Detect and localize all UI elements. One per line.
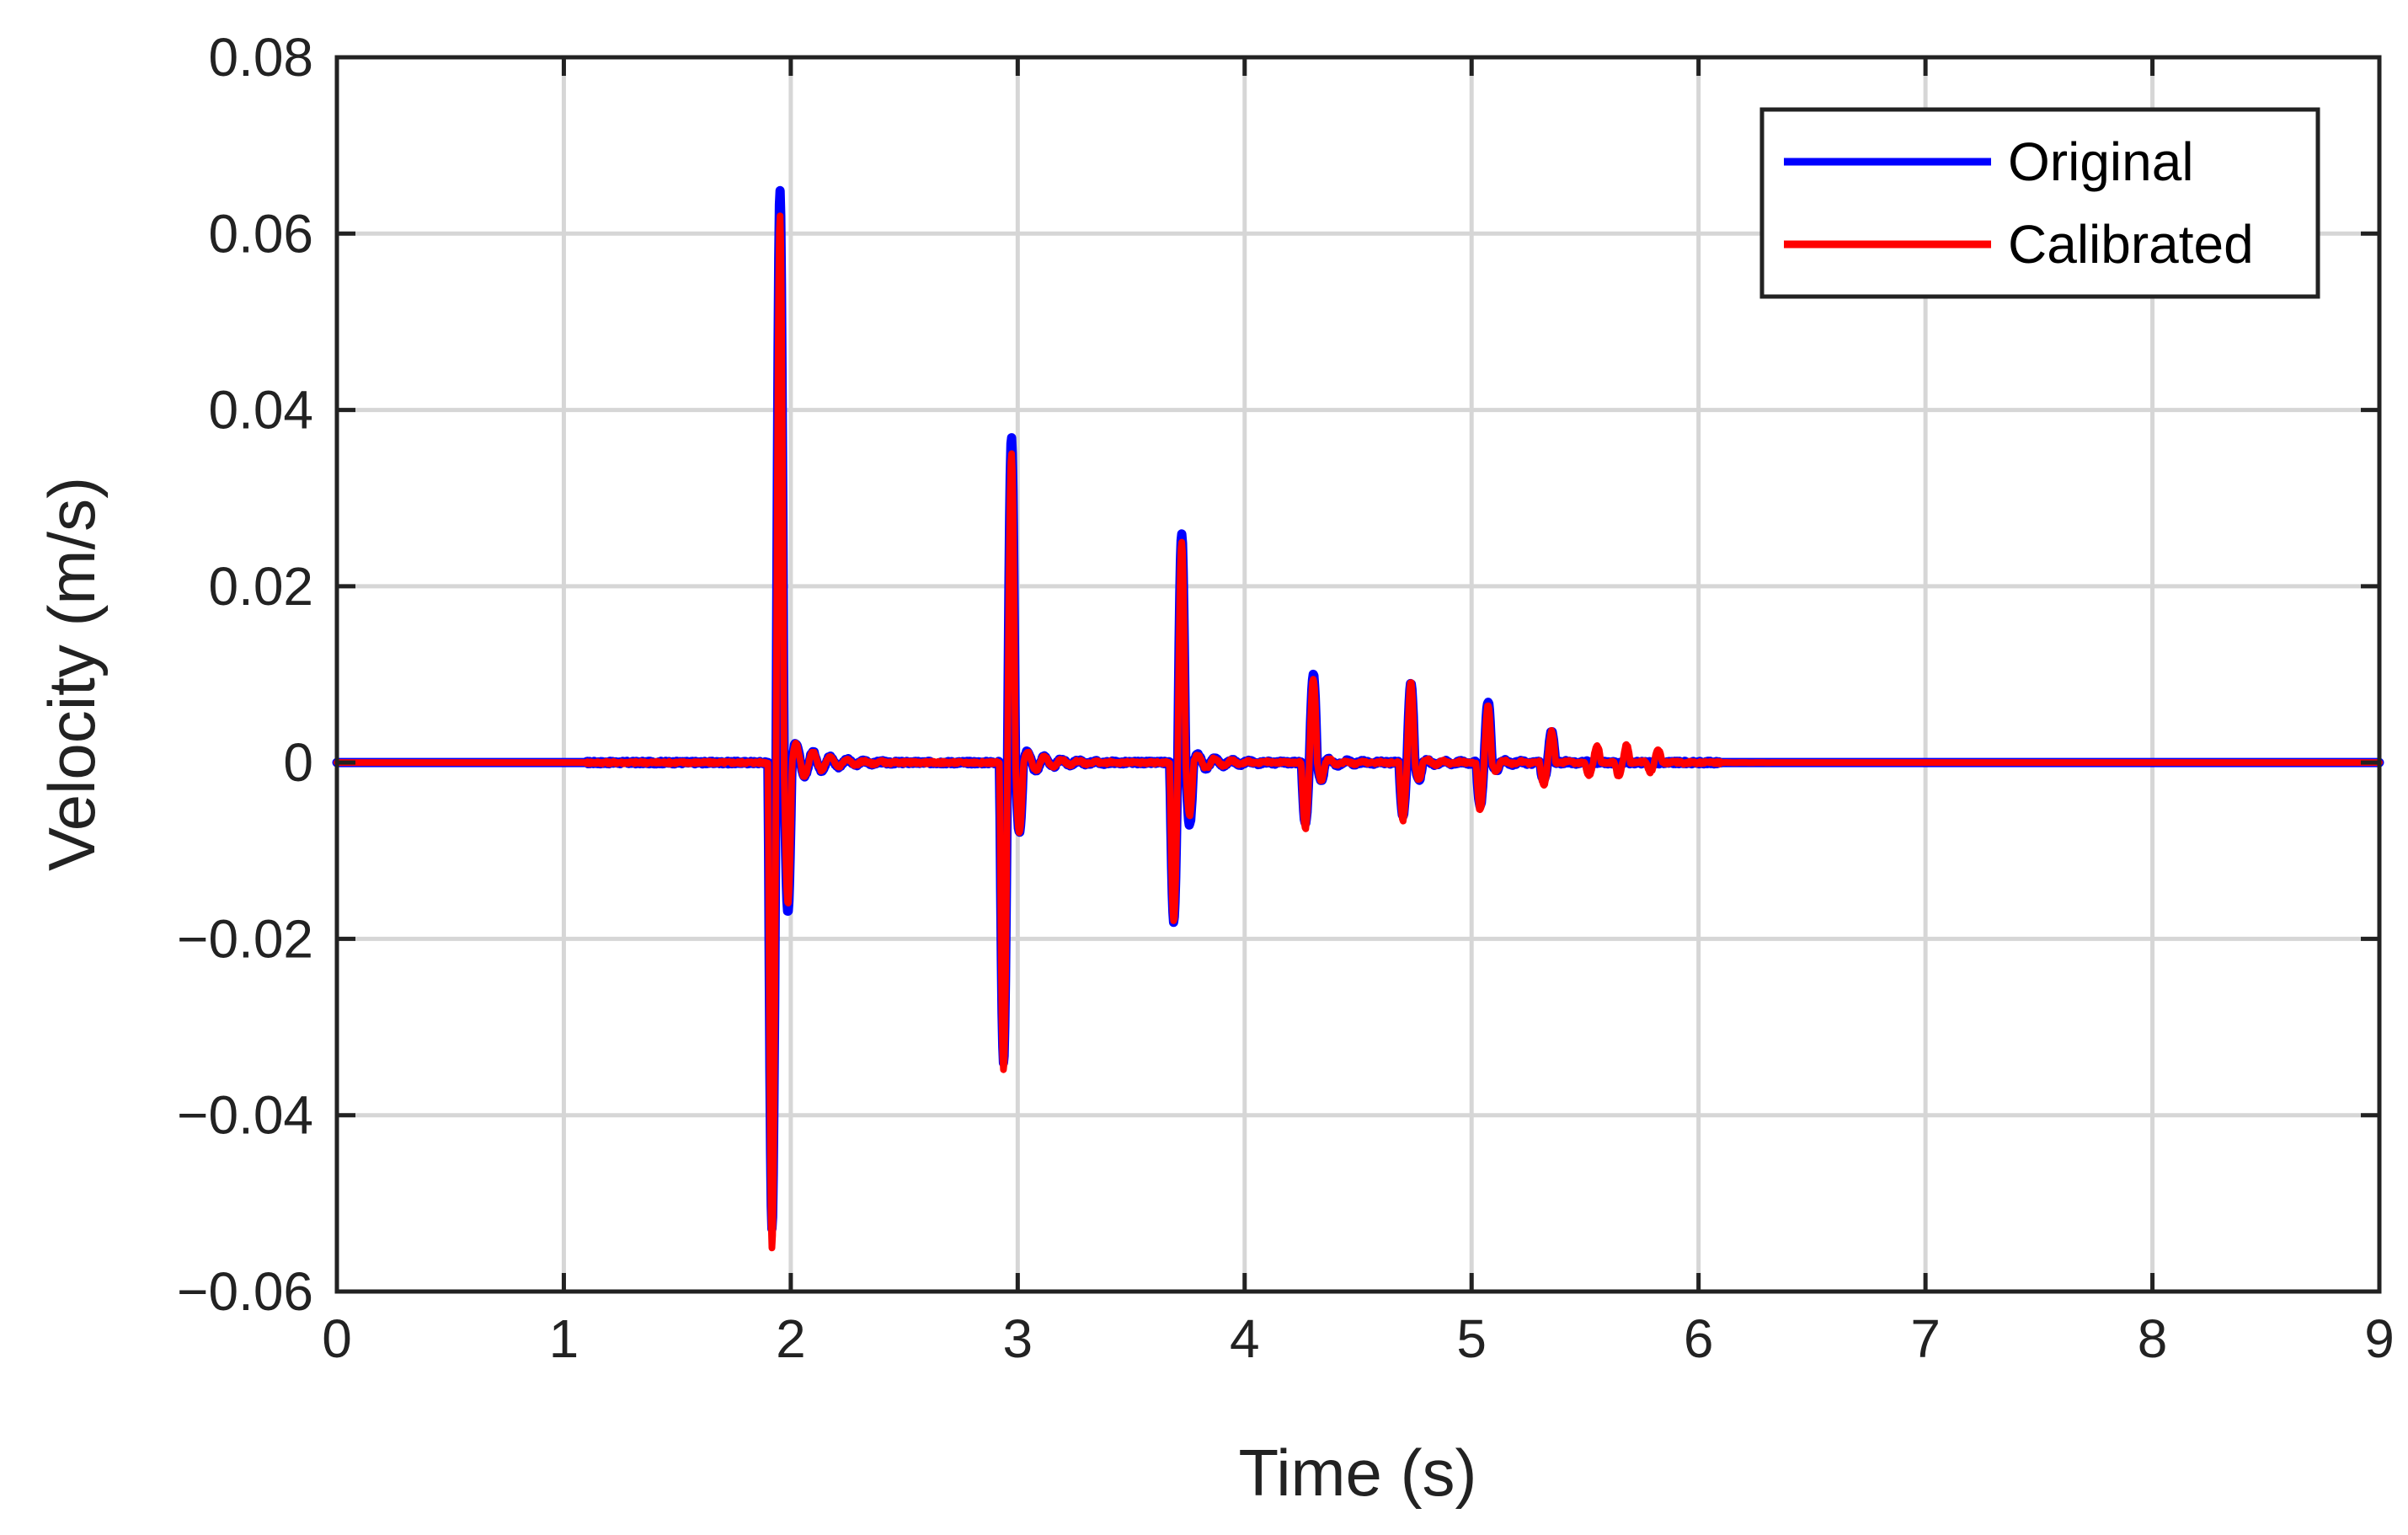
series-group <box>332 185 2384 1252</box>
x-tick-label: 7 <box>1910 1308 1941 1369</box>
x-tick-label: 8 <box>2138 1308 2168 1369</box>
x-tick-label: 4 <box>1230 1308 1260 1369</box>
y-tick-label: −0.04 <box>177 1085 313 1146</box>
x-tick-label: 5 <box>1456 1308 1487 1369</box>
x-tick-label: 3 <box>1003 1308 1033 1369</box>
x-tick-label: 2 <box>776 1308 806 1369</box>
x-tick-label: 9 <box>2364 1308 2395 1369</box>
y-tick-label: −0.06 <box>177 1261 313 1322</box>
tick-labels: 0 1 2 3 4 5 6 7 8 9 −0.06 −0.04 −0.02 0 0.02 0.04 0.06 0.… <box>177 27 2395 1369</box>
ticks <box>334 55 2382 1294</box>
y-axis-title: Velocity (m/s) <box>35 477 109 871</box>
x-axis-title: Time (s) <box>1238 1436 1476 1510</box>
y-tick-label: −0.02 <box>177 908 313 969</box>
x-tick-label: 0 <box>322 1308 352 1369</box>
y-tick-label: 0.02 <box>208 556 313 617</box>
legend-label-calibrated: Calibrated <box>2008 214 2254 275</box>
y-tick-label: 0 <box>283 732 313 793</box>
x-tick-label: 6 <box>1684 1308 1714 1369</box>
x-tick-label: 1 <box>549 1308 579 1369</box>
y-tick-label: 0.06 <box>208 203 313 264</box>
series-line-calibrated <box>334 212 2383 1252</box>
legend: Original Calibrated <box>1759 107 2320 299</box>
legend-box <box>1759 107 2320 299</box>
plot-frame <box>334 55 2382 1294</box>
y-tick-label: 0.04 <box>208 380 313 441</box>
legend-label-original: Original <box>2008 131 2194 192</box>
y-tick-label: 0.08 <box>208 27 313 88</box>
